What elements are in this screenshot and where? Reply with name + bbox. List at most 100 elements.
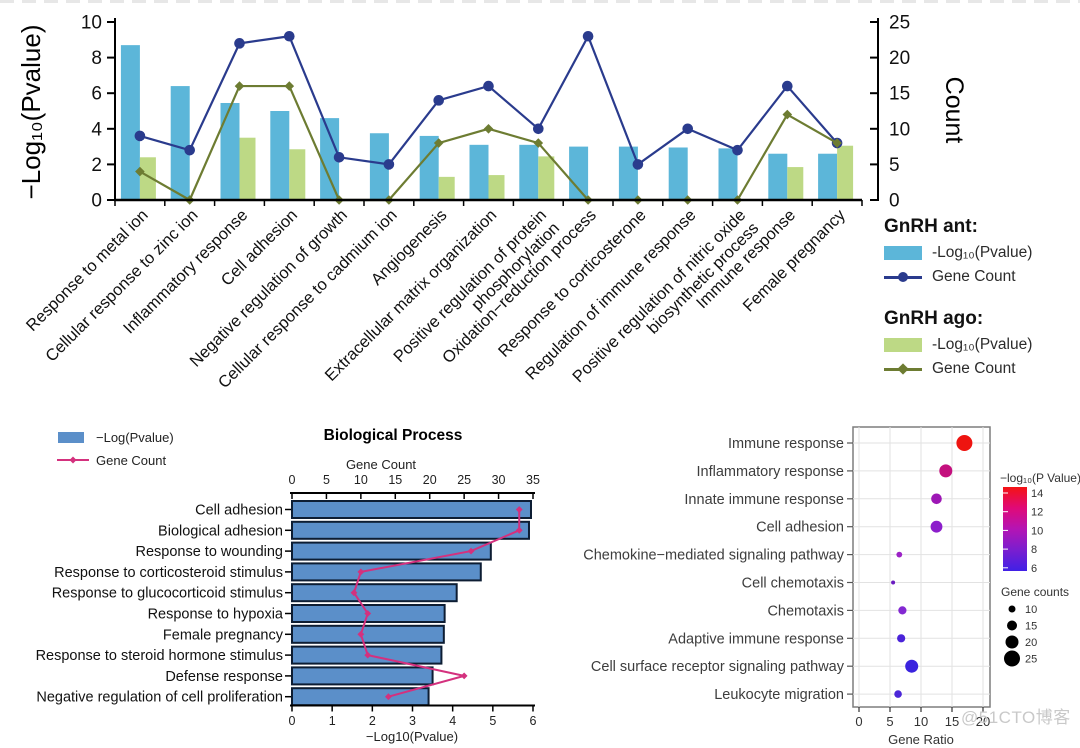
- x-axis-tick-label: 15: [945, 714, 959, 729]
- bar-gnrh-ago: [239, 137, 256, 200]
- left-axis-tick-label: 6: [91, 84, 102, 105]
- bar: [291, 666, 434, 686]
- bar: [291, 541, 492, 561]
- bar: [291, 624, 445, 644]
- x-axis-tick-label: 10: [914, 714, 928, 729]
- go-dual-axis-chart: 0246810−Log₁₀(Pvalue)0510152025CountResp…: [16, 13, 968, 392]
- bar-gnrh-ant: [369, 133, 389, 200]
- top-axis-tick-label: 15: [388, 473, 402, 487]
- x-axis-tick-label: 20: [976, 714, 990, 729]
- bar-gnrh-ago: [488, 175, 505, 200]
- left-axis-tick-label: 0: [91, 191, 102, 212]
- right-axis-tick-label: 20: [889, 48, 910, 69]
- legend-item-label: Gene Count: [932, 360, 1016, 377]
- left-axis-tick-label: 10: [81, 13, 102, 34]
- watermark: @51CTO博客: [961, 708, 1071, 727]
- color-legend-tick-label: 14: [1031, 488, 1043, 500]
- bar-gnrh-ago: [289, 149, 306, 200]
- bar: [291, 562, 482, 582]
- color-legend-gradient: [1003, 487, 1027, 571]
- bar-gnrh-ant: [220, 102, 240, 200]
- category-label: Leukocyte migration: [714, 687, 844, 703]
- size-legend-dot: [1008, 605, 1016, 613]
- category-label: Adaptive immune response: [668, 631, 844, 647]
- size-legend-title: Gene counts: [1001, 585, 1069, 599]
- data-dot: [905, 659, 919, 673]
- size-legend-dot: [1004, 650, 1020, 667]
- left-axis-tick-label: 2: [91, 155, 102, 176]
- category-label: Cell adhesion: [195, 503, 283, 519]
- diamond-marker-icon: [357, 568, 365, 576]
- legend-spacer: [884, 292, 1074, 304]
- diamond-marker-icon: [467, 547, 475, 555]
- bar: [291, 500, 532, 519]
- circle-marker-icon: [383, 159, 395, 170]
- bar-gnrh-ago: [139, 157, 156, 200]
- circle-marker-icon: [732, 144, 743, 156]
- category-label: Response to steroid hormone stimulus: [36, 648, 283, 664]
- color-legend-title: −log₁₀(P Value): [1000, 471, 1080, 485]
- legend-group-title: GnRH ant:: [884, 216, 978, 237]
- color-legend-tick-label: 10: [1031, 525, 1043, 537]
- legend-group-gnrh-ago: GnRH ago: -Log₁₀(Pvalue) Gene Count: [884, 308, 1074, 378]
- bottom-axis-tick-label: 1: [329, 714, 336, 728]
- bottom-axis-tick-label: 4: [449, 714, 456, 728]
- circle-marker-icon: [134, 130, 146, 142]
- color-legend-tick-label: 8: [1031, 544, 1037, 556]
- category-label: Defense response: [165, 669, 283, 685]
- left-axis-title: −Log₁₀(Pvalue): [16, 25, 46, 200]
- diamond-marker-icon: [433, 138, 444, 148]
- green-bar-swatch: [884, 338, 922, 352]
- right-axis-tick-label: 10: [889, 119, 910, 140]
- diamond-marker-icon: [234, 81, 245, 91]
- bar-gnrh-ant: [718, 148, 738, 200]
- x-axis-title: Gene Ratio: [888, 732, 954, 747]
- diamond-marker-icon: [350, 589, 358, 597]
- x-axis-tick-label: 5: [886, 714, 893, 729]
- top-axis-tick-label: 30: [492, 473, 506, 487]
- category-label: Cell surface receptor signaling pathway: [591, 659, 845, 675]
- gene-ratio-dotplot: Immune response Inflammatory response Inna…: [583, 426, 1080, 747]
- diamond-marker-icon: [357, 630, 365, 638]
- bar-gnrh-ant: [618, 146, 638, 200]
- bar-gnrh-ago: [787, 167, 804, 200]
- category-label: Chemotaxis: [767, 603, 844, 619]
- data-dot: [956, 435, 973, 451]
- bottom-axis-title: −Log10(Pvalue): [366, 729, 458, 744]
- circle-marker-icon: [184, 144, 195, 156]
- diamond-marker-icon: [460, 672, 468, 680]
- category-label: Female pregnancy: [163, 627, 284, 643]
- bar-gnrh-ant: [768, 153, 788, 200]
- bar-gnrh-ago: [438, 176, 455, 200]
- diamond-marker-icon: [515, 526, 523, 534]
- category-label: Cell adhesion: [756, 520, 844, 536]
- bottom-axis-tick-label: 5: [489, 714, 496, 728]
- left-axis-tick-label: 4: [91, 119, 102, 140]
- bar-gnrh-ago: [538, 156, 555, 200]
- bar-gnrh-ant: [569, 146, 589, 200]
- bottom-axis-tick-label: 0: [289, 714, 296, 728]
- top-axis-title: Gene Count: [346, 457, 416, 472]
- diamond-marker-icon: [284, 81, 295, 91]
- legend-bar-swatch: [58, 432, 84, 443]
- circle-marker-icon: [483, 80, 494, 92]
- bar-gnrh-ant: [668, 147, 688, 200]
- navy-line-dot-swatch: [884, 270, 922, 284]
- bar-gnrh-ant: [120, 45, 140, 200]
- circle-marker-icon: [782, 80, 793, 92]
- bar: [291, 583, 458, 603]
- data-dot: [898, 606, 907, 615]
- size-legend-label: 15: [1025, 621, 1037, 633]
- legend-item-label: Gene Count: [96, 453, 166, 468]
- legend-group-title: GnRH ago:: [884, 308, 984, 329]
- size-legend-dot: [1005, 635, 1019, 649]
- bar-gnrh-ant: [270, 111, 290, 200]
- diamond-marker-icon: [135, 166, 145, 177]
- right-axis-tick-label: 0: [889, 191, 900, 212]
- diamond-marker-icon: [782, 109, 793, 120]
- circle-marker-icon: [433, 95, 445, 106]
- legend-item-ago-count: Gene Count: [884, 360, 1074, 378]
- data-dot: [897, 634, 906, 643]
- bar-gnrh-ant: [419, 135, 439, 200]
